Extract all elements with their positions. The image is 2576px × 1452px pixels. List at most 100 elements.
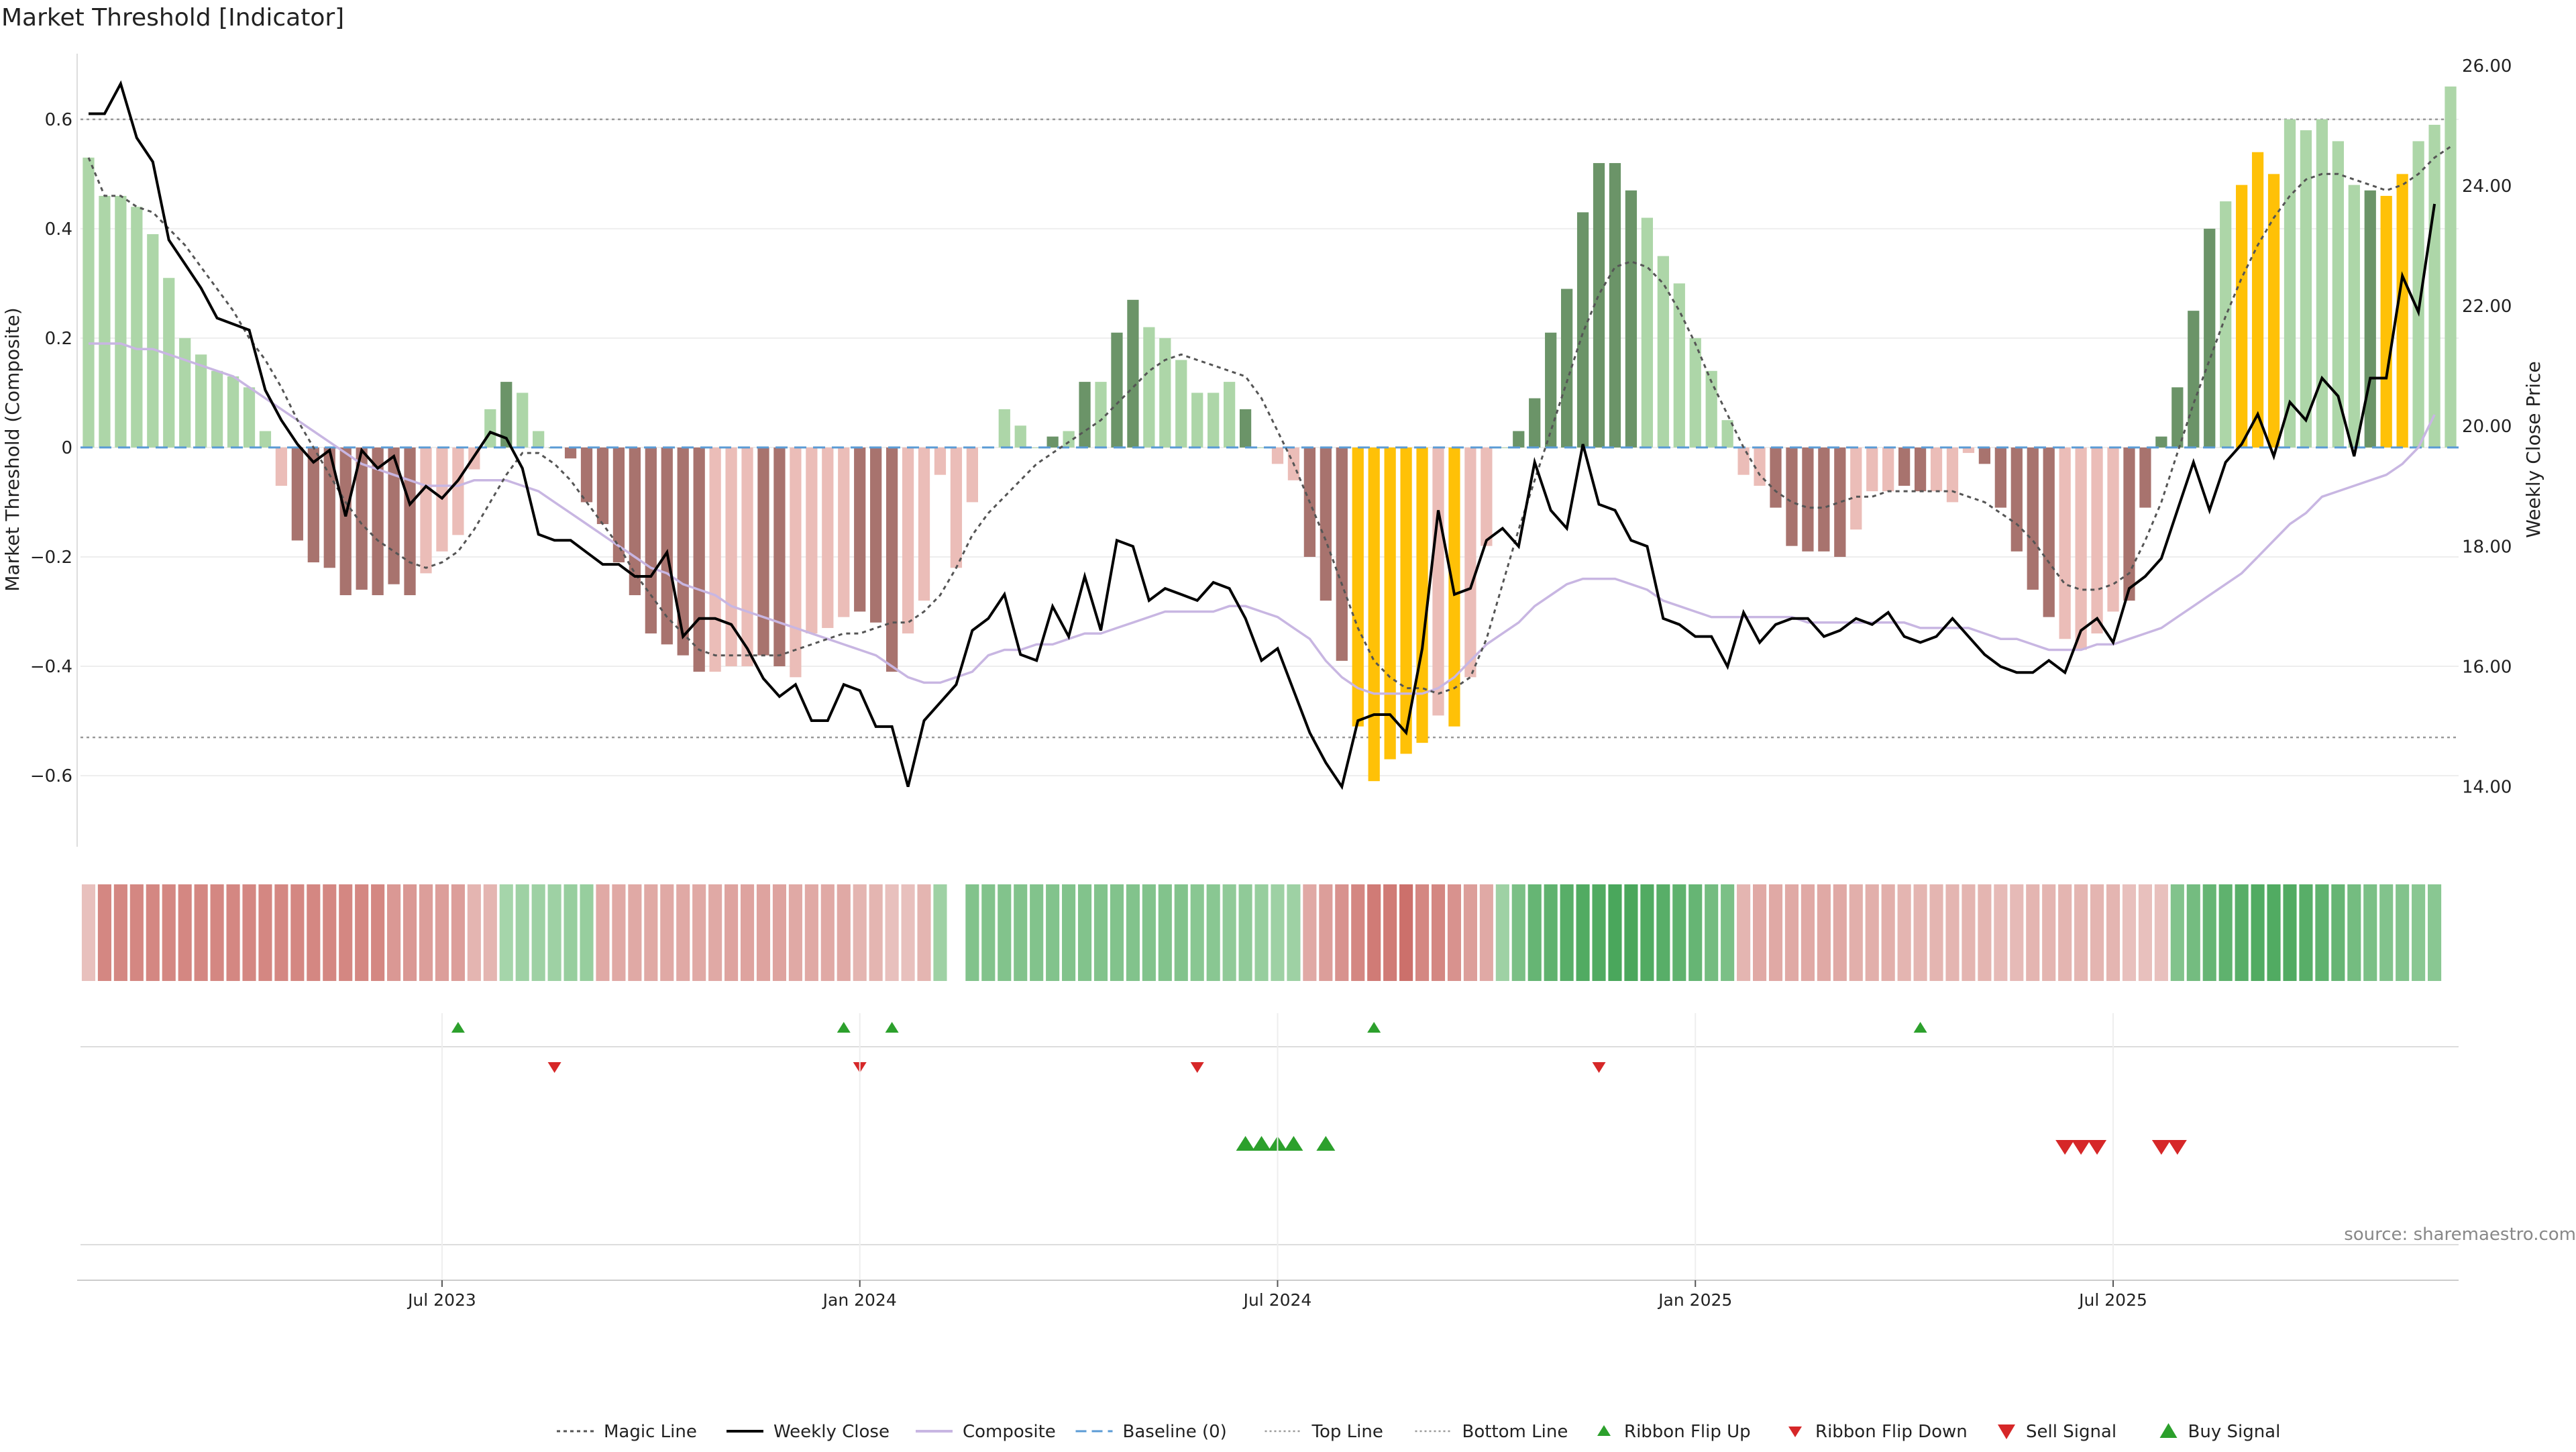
composite-bar (950, 447, 963, 568)
ribbon-cell (1978, 884, 1992, 981)
composite-bar (1481, 447, 1493, 546)
composite-bar (1786, 447, 1798, 546)
ribbon-cell (1110, 884, 1124, 981)
ribbon-cell (307, 884, 321, 981)
ribbon-cell (194, 884, 208, 981)
composite-bar (404, 447, 416, 596)
composite-bar (693, 447, 705, 672)
composite-bar (2171, 387, 2184, 448)
ribbon-cell (178, 884, 192, 981)
composite-bar (838, 447, 850, 617)
composite-bar (612, 447, 625, 563)
ribbon-cell (660, 884, 674, 981)
composite-bar (259, 431, 272, 448)
ribbon-flip-down-marker (1190, 1062, 1204, 1073)
composite-bar (1818, 447, 1830, 552)
composite-bar (757, 447, 769, 656)
composite-bar (1593, 163, 1605, 448)
ribbon-cell (146, 884, 160, 981)
composite-bar (1239, 409, 1252, 448)
composite-bar (1384, 447, 1396, 760)
ribbon-cell (1126, 884, 1140, 981)
composite-bar (2139, 447, 2151, 508)
composite-bar (2412, 141, 2424, 448)
composite-bar (163, 278, 175, 448)
ribbon-cell (1801, 884, 1815, 981)
ribbon-cell (1335, 884, 1349, 981)
composite-bar (1721, 420, 1733, 448)
ribbon-cell (1962, 884, 1976, 981)
ribbon-cell (402, 884, 417, 981)
composite-bar (1850, 447, 1862, 530)
composite-bar (1834, 447, 1846, 557)
ribbon-cell (1319, 884, 1333, 981)
ribbon-layer (81, 884, 2442, 981)
legend-label: Bottom Line (1462, 1422, 1568, 1442)
ribbon-cell (2058, 884, 2072, 981)
composite-bar (1561, 289, 1573, 448)
composite-bar (1641, 217, 1654, 448)
magic-line (87, 146, 2451, 695)
ribbon-cell (1929, 884, 1943, 981)
composite-bar (677, 447, 689, 656)
legend-label: Ribbon Flip Down (1815, 1422, 1968, 1442)
ribbon-cell (2154, 884, 2168, 981)
ribbon-cell (1768, 884, 1783, 981)
y2-tick-label: 14.00 (2462, 777, 2512, 797)
ribbon-cell (2090, 884, 2104, 981)
ribbon-cell (1608, 884, 1622, 981)
ribbon-cell (965, 884, 979, 981)
ribbon-cell (1705, 884, 1719, 981)
ribbon-cell (242, 884, 256, 981)
composite-bar (1866, 447, 1878, 492)
ribbon-cell (596, 884, 610, 981)
ribbon-cell (355, 884, 369, 981)
ribbon-cell (1752, 884, 1767, 981)
composite-bar (2091, 447, 2103, 634)
legend-label: Top Line (1311, 1422, 1383, 1442)
ribbon-cell (323, 884, 337, 981)
y2-tick-label: 26.00 (2462, 56, 2512, 76)
composite-bar (934, 447, 947, 475)
ribbon-cell (274, 884, 288, 981)
ribbon-cell (1367, 884, 1381, 981)
signals-layer (80, 1022, 2459, 1245)
ribbon-cell (2299, 884, 2313, 981)
composite-bar (195, 354, 207, 448)
composite-bar (1914, 447, 1927, 492)
composite-bar (1400, 447, 1412, 754)
y-tick-label: 0.2 (45, 329, 72, 349)
ribbon-cell (1737, 884, 1751, 981)
composite-bar (2107, 447, 2119, 612)
composite-bar (2188, 311, 2200, 448)
ribbon-cell (1142, 884, 1156, 981)
ribbon-cell (772, 884, 787, 981)
legend-label: Magic Line (604, 1422, 697, 1442)
composite-bar (1930, 447, 1943, 492)
composite-bar (179, 338, 191, 448)
ribbon-cell (1399, 884, 1413, 981)
composite-bar (2445, 86, 2457, 448)
y-tick-label: 0.6 (45, 110, 72, 130)
ribbon-flip-up-marker (885, 1022, 899, 1033)
composite-bar (2332, 141, 2344, 448)
composite-bar (2396, 174, 2408, 448)
ribbon-cell (435, 884, 449, 981)
composite-bar (1223, 382, 1236, 448)
composite-bar (1754, 447, 1766, 486)
composite-bar (1046, 436, 1059, 448)
composite-bar (1143, 327, 1155, 448)
ribbon-cell (644, 884, 658, 981)
ribbon-cell (981, 884, 996, 981)
ribbon-cell (1721, 884, 1735, 981)
legend-label: Weekly Close (773, 1422, 890, 1442)
ribbon-cell (2026, 884, 2040, 981)
composite-bar (147, 234, 159, 448)
ribbon-cell (2202, 884, 2216, 981)
legend-item: Composite (916, 1422, 1056, 1442)
ribbon-cell (1271, 884, 1285, 981)
composite-bar (1657, 256, 1669, 448)
ribbon-cell (756, 884, 771, 981)
composite-bar (854, 447, 866, 612)
composite-bar (2075, 447, 2087, 650)
